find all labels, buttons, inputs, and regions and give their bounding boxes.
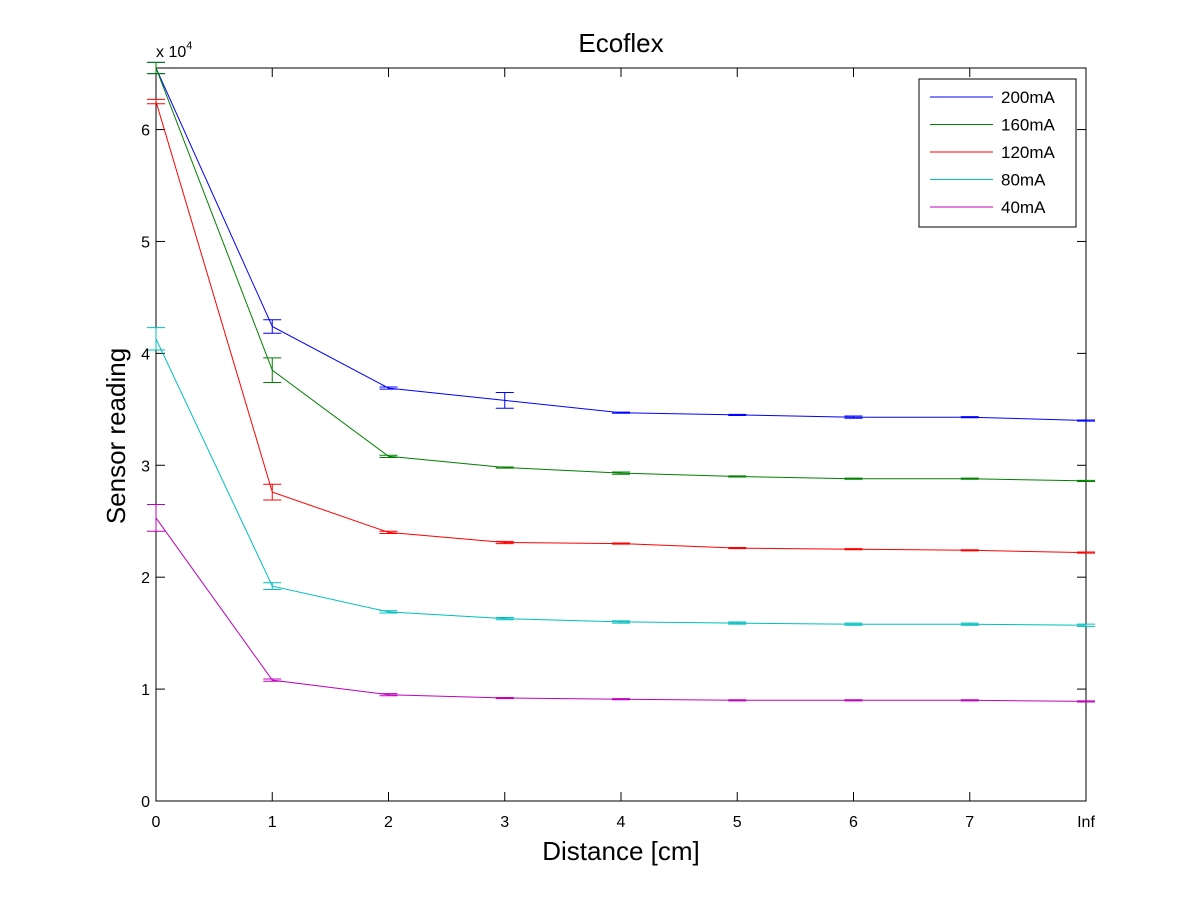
legend-item: 160mA <box>930 116 1056 135</box>
legend-label: 200mA <box>1001 88 1056 107</box>
y-tick-label: 4 <box>141 346 150 363</box>
series-layer <box>147 61 1095 703</box>
x-tick-label: 7 <box>965 814 974 831</box>
x-tick-label: 4 <box>617 814 626 831</box>
axis-ticks <box>155 68 1087 802</box>
x-axis-label: Distance [cm] <box>542 836 700 866</box>
series-160mA <box>147 61 1095 483</box>
x-tick-label: 0 <box>152 814 161 831</box>
y-multiplier-base: x 10 <box>156 44 186 61</box>
legend-label: 160mA <box>1001 116 1056 135</box>
y-tick-label: 1 <box>141 682 150 699</box>
legend-item: 40mA <box>930 198 1046 217</box>
legend-item: 200mA <box>930 88 1056 107</box>
y-tick-label: 2 <box>141 570 150 587</box>
legend-item: 80mA <box>930 171 1046 190</box>
x-tick-label: 5 <box>733 814 742 831</box>
y-tick-label: 6 <box>141 123 150 140</box>
x-tick-label: 3 <box>500 814 509 831</box>
y-axis-label: Sensor reading <box>101 348 131 524</box>
x-tick-label: 2 <box>384 814 393 831</box>
x-tick-label: 1 <box>268 814 277 831</box>
y-axis-multiplier: x 104 <box>156 40 192 61</box>
y-tick-label: 5 <box>141 234 150 251</box>
y-multiplier-exponent: 4 <box>186 40 192 52</box>
series-120mA <box>147 98 1095 554</box>
legend-label: 120mA <box>1001 143 1056 162</box>
chart-title: Ecoflex <box>578 28 663 58</box>
legend: 200mA 160mA 120mA 80mA 40mA <box>918 78 1077 228</box>
legend-item: 120mA <box>930 143 1056 162</box>
x-tick-label: 6 <box>849 814 858 831</box>
y-tick-label: 0 <box>141 794 150 811</box>
legend-entries: 200mA 160mA 120mA 80mA 40mA <box>930 88 1056 217</box>
x-tick-label: Inf <box>1077 814 1095 831</box>
legend-box <box>918 78 1077 228</box>
tick-labels: 0 1 2 3 4 5 6 7 Inf 0 1 2 3 4 5 6 <box>141 123 1095 831</box>
series-80mA <box>147 327 1095 627</box>
legend-label: 80mA <box>1001 171 1046 190</box>
series-40mA <box>147 503 1095 703</box>
y-tick-label: 3 <box>141 458 150 475</box>
legend-label: 40mA <box>1001 198 1046 217</box>
